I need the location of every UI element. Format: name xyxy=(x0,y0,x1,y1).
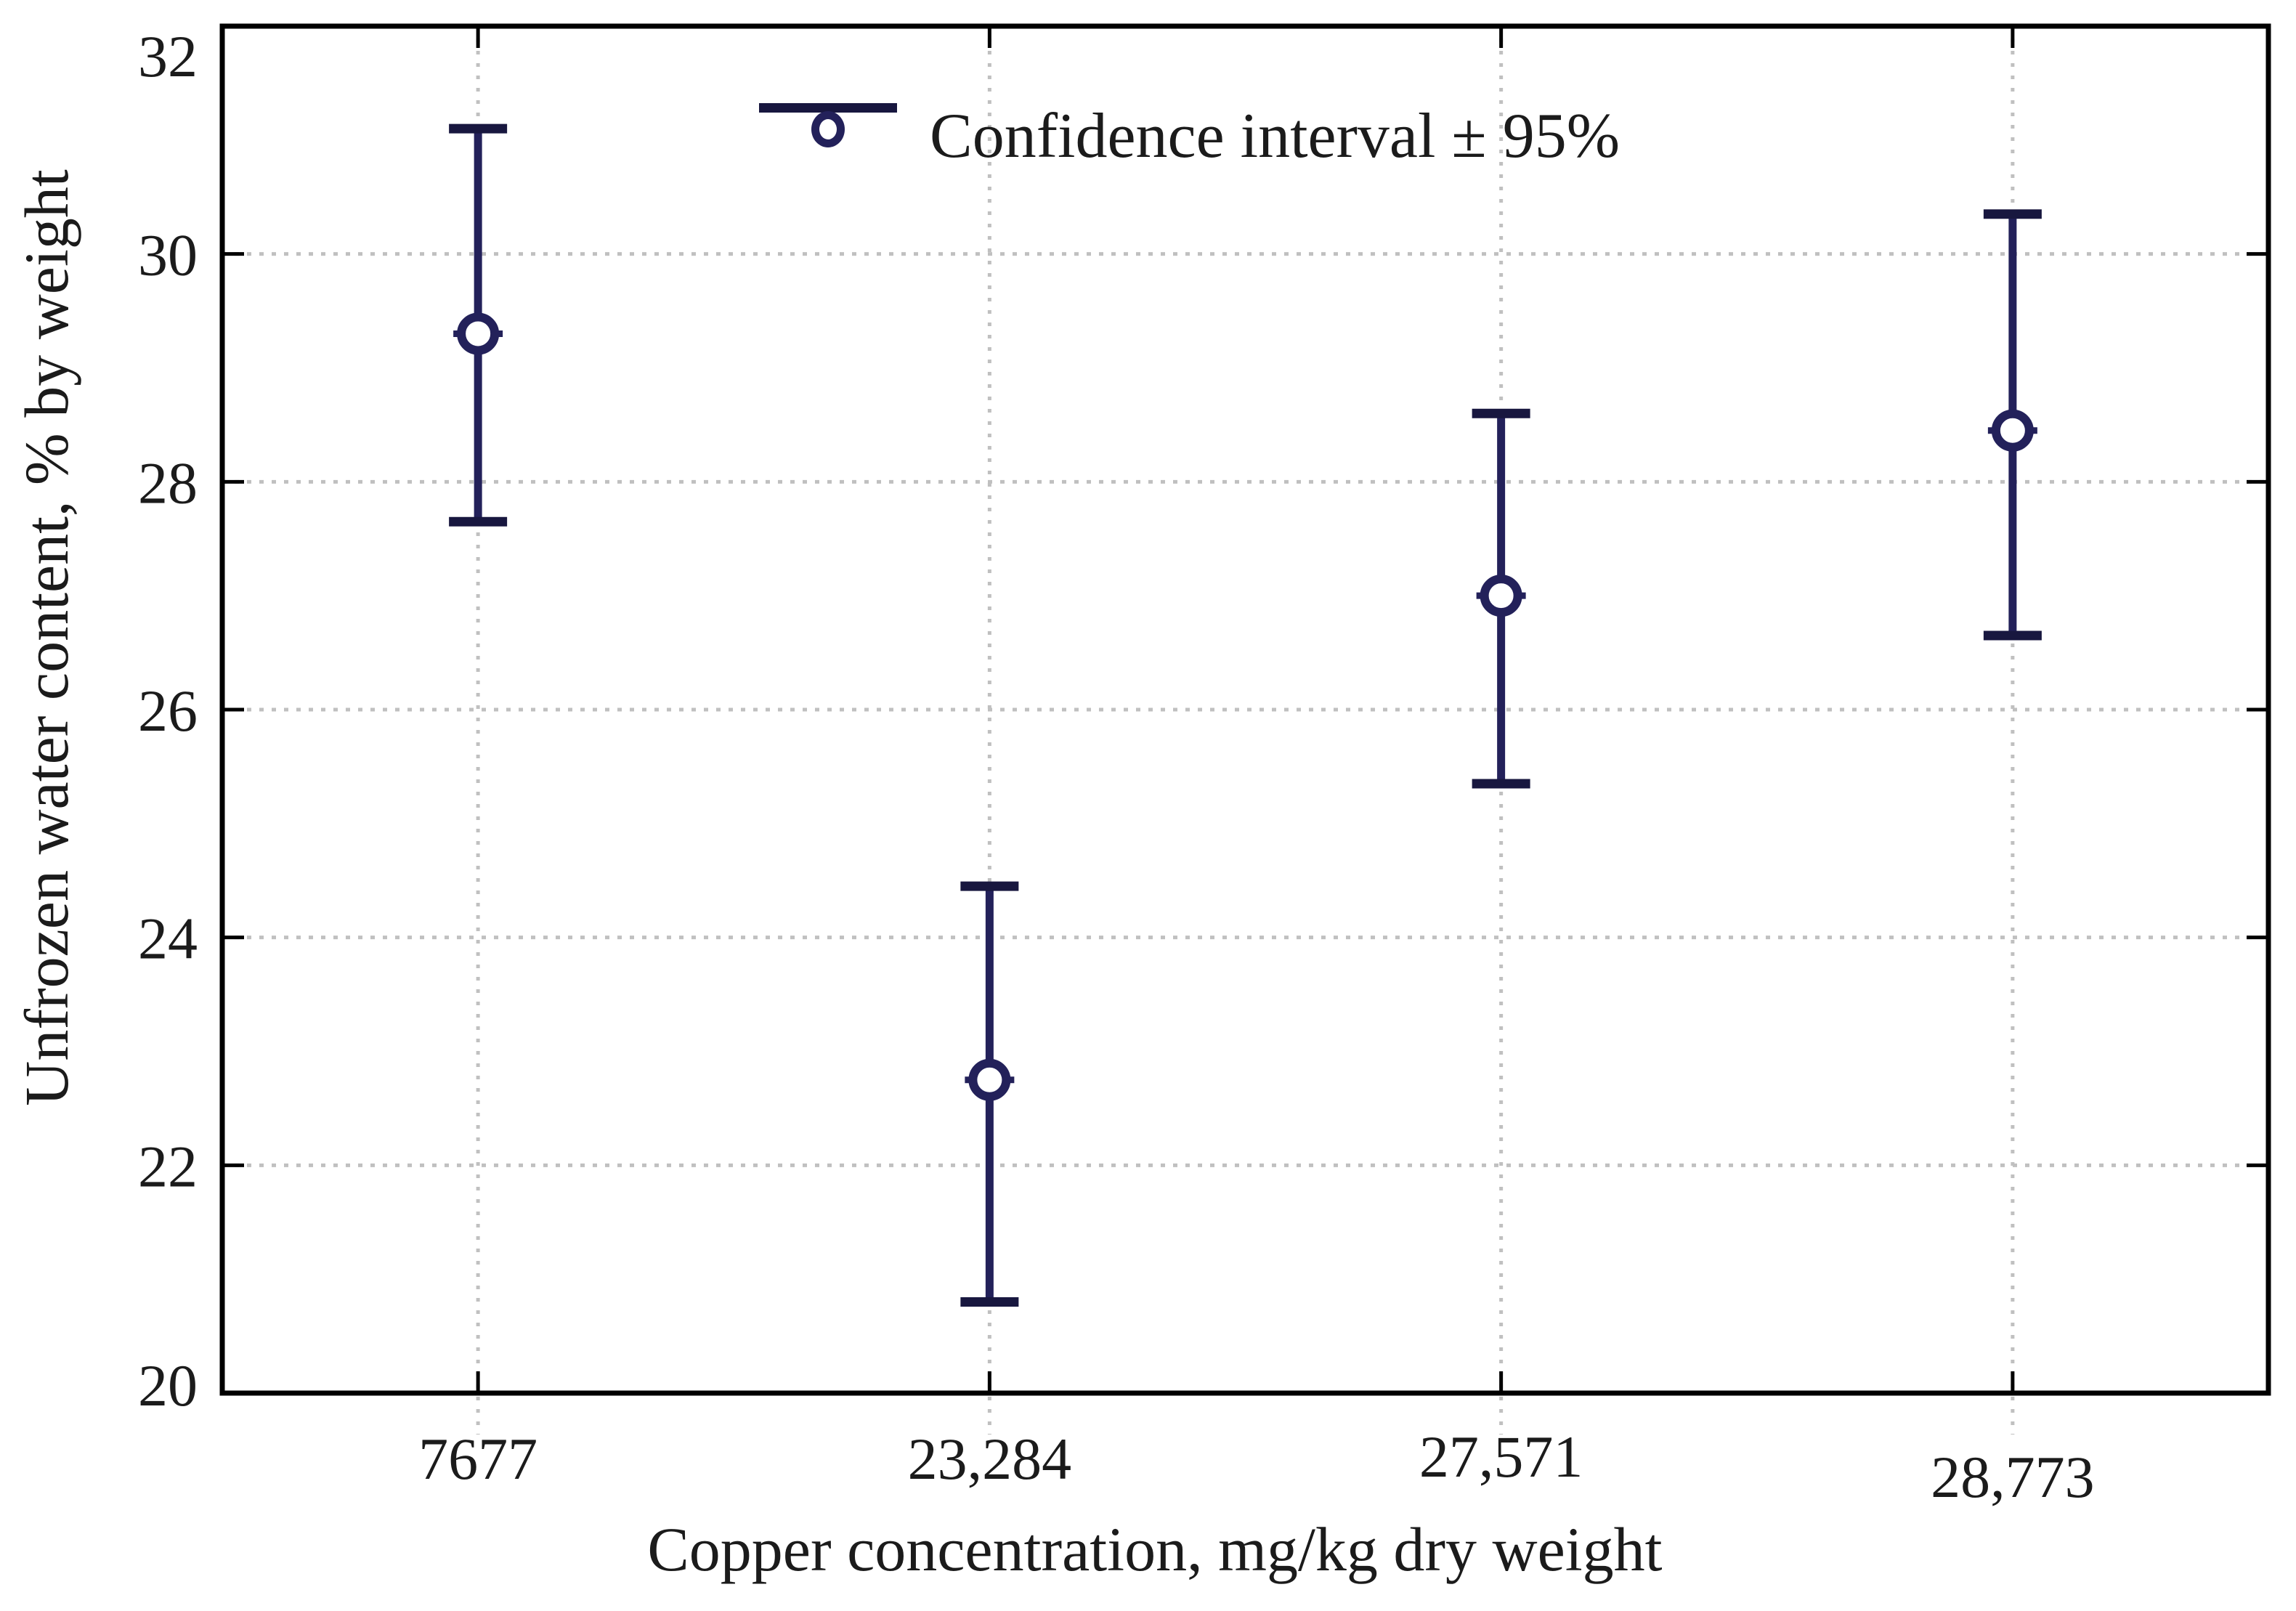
plot-border xyxy=(219,23,2271,1396)
errorbar-cap-icon xyxy=(759,103,897,113)
x-axis-title: Copper concentration, mg/kg dry weight xyxy=(647,1514,1663,1584)
x-tick-label: 7677 xyxy=(418,1426,538,1492)
y-tick-label: 32 xyxy=(138,23,198,89)
y-tick-label: 30 xyxy=(138,222,198,288)
data-point-marker xyxy=(457,312,500,355)
y-axis-title: Unfrozen water content, % by weight xyxy=(12,169,81,1106)
data-point-marker xyxy=(968,1058,1011,1101)
y-tick-label: 24 xyxy=(138,906,198,972)
x-tick-label: 23,284 xyxy=(908,1426,1072,1492)
y-tick-label: 22 xyxy=(138,1133,198,1199)
legend-label: Confidence interval ± 95% xyxy=(930,101,1620,171)
legend-symbol xyxy=(759,71,897,158)
y-tick-label: 26 xyxy=(138,678,198,744)
x-tick-label: 27,571 xyxy=(1419,1424,1583,1490)
x-tick-label: 28,773 xyxy=(1931,1444,2095,1510)
data-point-marker xyxy=(1480,575,1522,617)
legend: Confidence interval ± 95% xyxy=(759,71,1620,169)
data-point-marker xyxy=(1991,409,2034,452)
y-tick-label: 20 xyxy=(138,1352,198,1419)
circle-marker-icon xyxy=(811,111,845,147)
y-tick-label: 28 xyxy=(138,450,198,516)
